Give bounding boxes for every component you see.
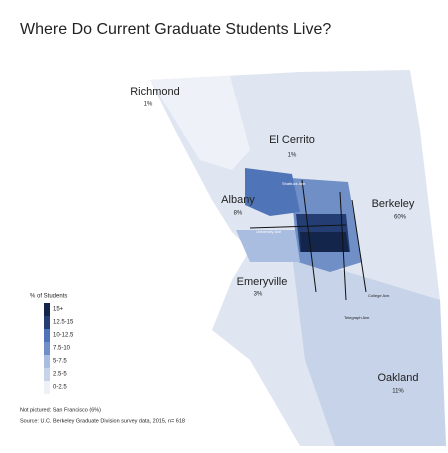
city-labels: Richmond 1% El Cerrito 1% Albany 8% Berk…	[130, 86, 418, 395]
legend-label: 12.5-15	[53, 320, 74, 326]
legend-swatch	[44, 329, 50, 342]
source: Source: U.C. Berkeley Graduate Division …	[20, 418, 185, 424]
region-oakland	[292, 255, 446, 446]
legend-label: 2.5-5	[53, 372, 67, 378]
city-share: 11%	[392, 389, 404, 395]
street-line	[351, 199, 367, 293]
city-share: 60%	[394, 215, 407, 221]
city-name: Albany	[221, 194, 255, 206]
city-name: Emeryville	[237, 276, 288, 288]
legend: % of Students 15+ 12.5-15 10-12.5 7.5-10 5-7…	[30, 294, 74, 394]
street-labels: Shattuck Ave. University Ave College Ave…	[256, 181, 390, 320]
legend-title: % of Students	[30, 294, 67, 300]
region-richmond	[150, 76, 250, 170]
city-share: 1%	[288, 153, 297, 159]
street-line	[301, 179, 317, 293]
city-name: Oakland	[378, 372, 419, 384]
legend-label: 10-12.5	[53, 333, 74, 339]
city-share: 8%	[234, 211, 243, 217]
legend-label: 15+	[53, 307, 64, 313]
map-shapes	[150, 70, 446, 446]
city-share: 1%	[144, 102, 153, 108]
city-name: Richmond	[130, 86, 180, 98]
street-line	[249, 224, 347, 229]
street-label: College Ave.	[368, 293, 390, 298]
legend-label: 7.5-10	[53, 346, 71, 352]
region-albany	[245, 168, 300, 216]
legend-swatch	[44, 316, 50, 329]
note: Not pictured: San Francisco (6%)	[20, 407, 101, 413]
legend-swatch	[44, 355, 50, 368]
region-emeryville	[236, 230, 300, 262]
street-label: Shattuck Ave.	[282, 181, 306, 186]
street-label: University Ave	[256, 229, 282, 234]
legend-swatch	[44, 381, 50, 394]
city-share: 3%	[254, 292, 263, 298]
legend-label: 5-7.5	[53, 359, 67, 365]
legend-label: 0-2.5	[53, 385, 67, 391]
legend-swatch	[44, 342, 50, 355]
street-line	[339, 191, 347, 301]
city-name: El Cerrito	[269, 134, 315, 146]
legend-swatch	[44, 368, 50, 381]
city-name: Berkeley	[372, 198, 415, 210]
title: Where Do Current Graduate Students Live?	[20, 21, 331, 38]
street-label: Telegraph Ave.	[344, 315, 370, 320]
region-core-dark	[300, 232, 349, 252]
legend-swatch	[44, 303, 50, 316]
